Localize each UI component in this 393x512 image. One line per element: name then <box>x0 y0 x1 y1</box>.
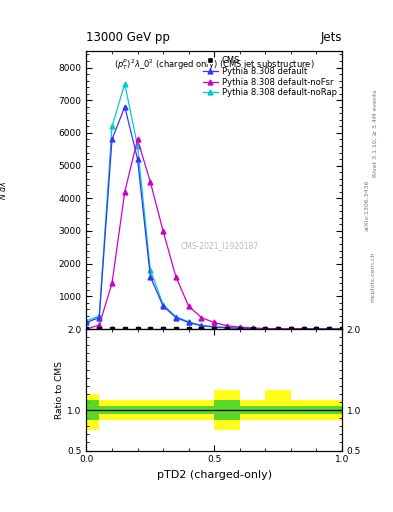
Text: mcplots.cern.ch: mcplots.cern.ch <box>371 251 376 302</box>
Y-axis label: Ratio to CMS: Ratio to CMS <box>55 361 64 419</box>
Text: 13000 GeV pp: 13000 GeV pp <box>86 31 170 44</box>
Text: $(p_T^P)^2\lambda\_0^2$ (charged only) (CMS jet substructure): $(p_T^P)^2\lambda\_0^2$ (charged only) (… <box>114 57 314 72</box>
Y-axis label: $\frac{1}{N}\frac{dN}{d\lambda}$: $\frac{1}{N}\frac{dN}{d\lambda}$ <box>0 180 10 200</box>
X-axis label: pTD2 (charged-only): pTD2 (charged-only) <box>157 470 272 480</box>
Text: arXiv:1306.3436: arXiv:1306.3436 <box>365 179 370 230</box>
Legend: CMS, Pythia 8.308 default, Pythia 8.308 default-noFsr, Pythia 8.308 default-noRa: CMS, Pythia 8.308 default, Pythia 8.308 … <box>199 53 340 100</box>
Text: CMS-2021_I1920187: CMS-2021_I1920187 <box>180 241 259 250</box>
Text: Rivet 3.1.10, ≥ 3.4M events: Rivet 3.1.10, ≥ 3.4M events <box>373 89 378 177</box>
Text: Jets: Jets <box>320 31 342 44</box>
